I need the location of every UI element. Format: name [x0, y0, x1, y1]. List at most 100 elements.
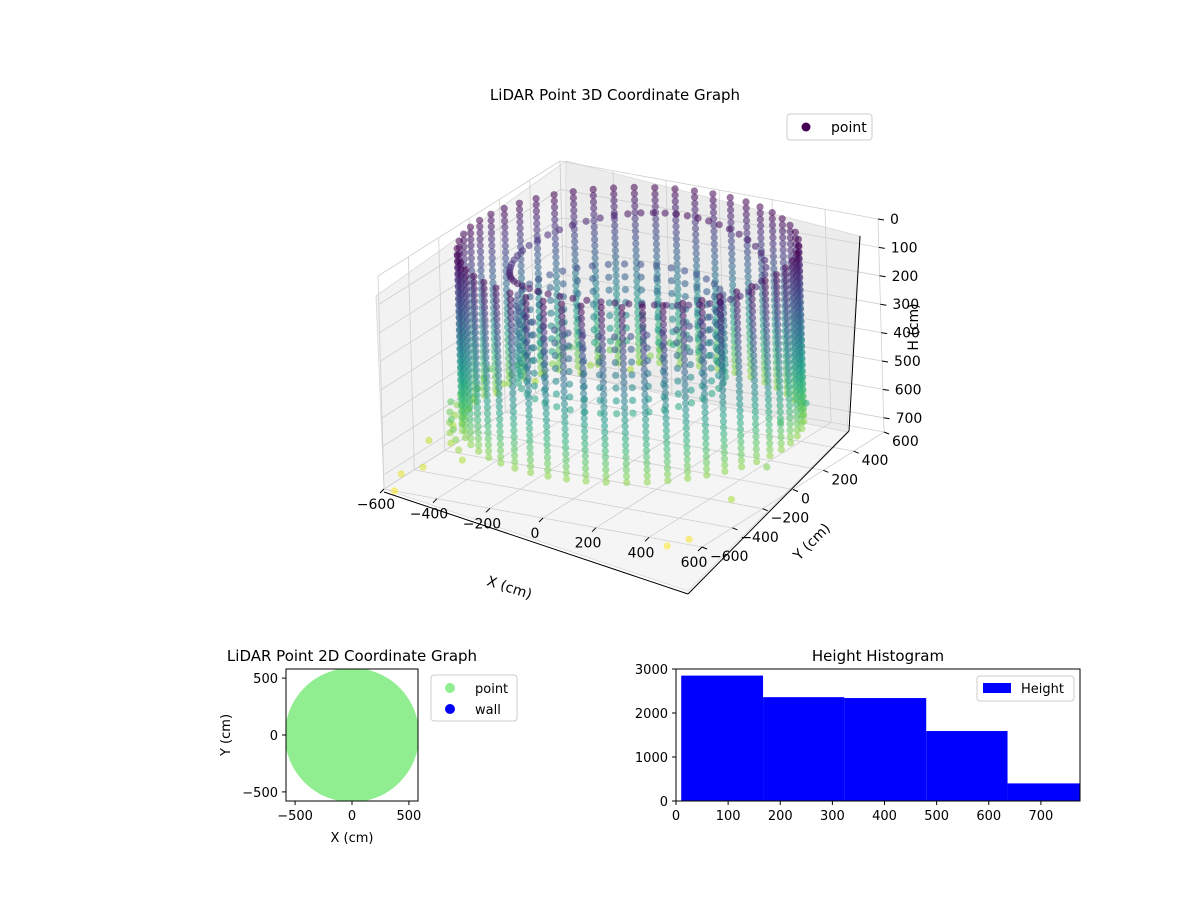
lidar-point — [543, 428, 551, 436]
lidar-point — [577, 308, 585, 316]
lidar-point — [493, 322, 501, 330]
lidar-point — [671, 204, 680, 212]
lidar-point — [561, 412, 569, 421]
lidar-point — [679, 299, 687, 307]
lidar-point — [569, 188, 577, 196]
lidar-point — [671, 197, 679, 205]
lidar-point — [683, 212, 691, 220]
lidar-point — [565, 367, 573, 376]
lidar-point — [495, 384, 503, 392]
lidar-point — [750, 376, 759, 384]
lidar-point — [637, 260, 645, 269]
z-tick-label: 300 — [892, 297, 919, 313]
lidar-point — [709, 202, 717, 210]
lidar-point — [601, 453, 610, 461]
lidar-point — [461, 434, 470, 442]
lidar-point — [454, 252, 462, 260]
lidar-point — [762, 302, 770, 310]
lidar-point — [580, 408, 588, 416]
lidar-point — [513, 328, 521, 336]
lidar-point — [682, 424, 690, 432]
lidar-point — [541, 385, 550, 393]
lidar-point — [699, 327, 707, 336]
lidar-point — [544, 231, 552, 239]
y-tick-hist-label: 0 — [660, 795, 668, 810]
lidar-point — [686, 361, 695, 369]
lidar-point — [784, 358, 792, 366]
lidar-point — [684, 474, 692, 482]
lidar-point — [701, 421, 710, 429]
lidar-point — [541, 372, 549, 380]
lidar-point — [552, 253, 560, 261]
lidar-point — [733, 313, 741, 321]
lidar-point — [686, 335, 694, 343]
lidar-point — [610, 196, 618, 205]
lidar-point — [756, 209, 764, 217]
lidar-point — [566, 406, 574, 414]
lidar-point — [716, 311, 725, 319]
lidar-point — [672, 326, 681, 334]
lidar-point — [698, 309, 706, 317]
lidar-point — [484, 441, 492, 449]
lidar-point — [506, 295, 514, 303]
lidar-point — [717, 349, 726, 357]
grid-left-y-line — [498, 199, 506, 413]
lidar-point — [541, 360, 549, 368]
lidar-point — [611, 234, 619, 242]
lidar-point — [786, 433, 794, 441]
lidar-point — [463, 303, 471, 311]
lidar-point — [782, 289, 790, 297]
lidar-point — [702, 275, 711, 283]
lidar-point — [494, 372, 502, 380]
lidar-point — [720, 455, 729, 463]
lidar-point — [589, 185, 597, 193]
lidar-point — [737, 456, 746, 465]
lidar-point — [547, 309, 555, 317]
lidar-point — [508, 370, 516, 378]
lidar-point — [659, 302, 667, 310]
lidar-point — [482, 366, 490, 374]
lidar-point — [770, 258, 778, 267]
lidar-point — [763, 339, 771, 347]
lidar-point — [481, 310, 489, 318]
lidar-point — [571, 238, 579, 246]
lidar-point — [719, 392, 727, 400]
lidar-point — [749, 345, 758, 353]
lidar-point — [472, 347, 480, 355]
lidar-point — [773, 296, 781, 304]
lidar-point — [794, 235, 803, 243]
lidar-point — [510, 427, 518, 435]
lidar-point — [750, 370, 758, 378]
lidar-point — [539, 297, 547, 305]
lidar-point — [543, 441, 551, 449]
lidar-point — [525, 241, 533, 250]
lidar-point — [558, 300, 566, 308]
lidar-point — [550, 203, 559, 211]
lidar-point — [802, 399, 810, 407]
lidar-point — [590, 210, 598, 218]
lidar-point — [776, 408, 784, 416]
lidar-point — [560, 375, 568, 383]
lidar-point — [757, 249, 765, 257]
lidar-point — [702, 427, 710, 436]
lidar-point — [516, 346, 525, 354]
lidar-point — [515, 199, 524, 207]
lidar-point — [561, 425, 569, 433]
lidar-point — [481, 335, 489, 343]
lidar-point — [464, 322, 472, 330]
lidar-point — [632, 233, 640, 241]
lidar-point — [774, 321, 782, 329]
lidar-point — [773, 283, 781, 291]
lidar-point — [552, 364, 560, 373]
lidar-point — [492, 303, 501, 311]
lidar-point — [721, 467, 729, 475]
lidar-point — [474, 435, 482, 443]
lidar-point — [543, 447, 551, 455]
lidar-point — [529, 344, 538, 352]
lidar-point — [748, 283, 756, 291]
lidar-point — [580, 402, 588, 410]
lidar-point — [662, 427, 671, 435]
lidar-point — [449, 426, 457, 434]
legend-3d-point-marker — [801, 122, 811, 132]
lidar-point — [734, 325, 742, 333]
